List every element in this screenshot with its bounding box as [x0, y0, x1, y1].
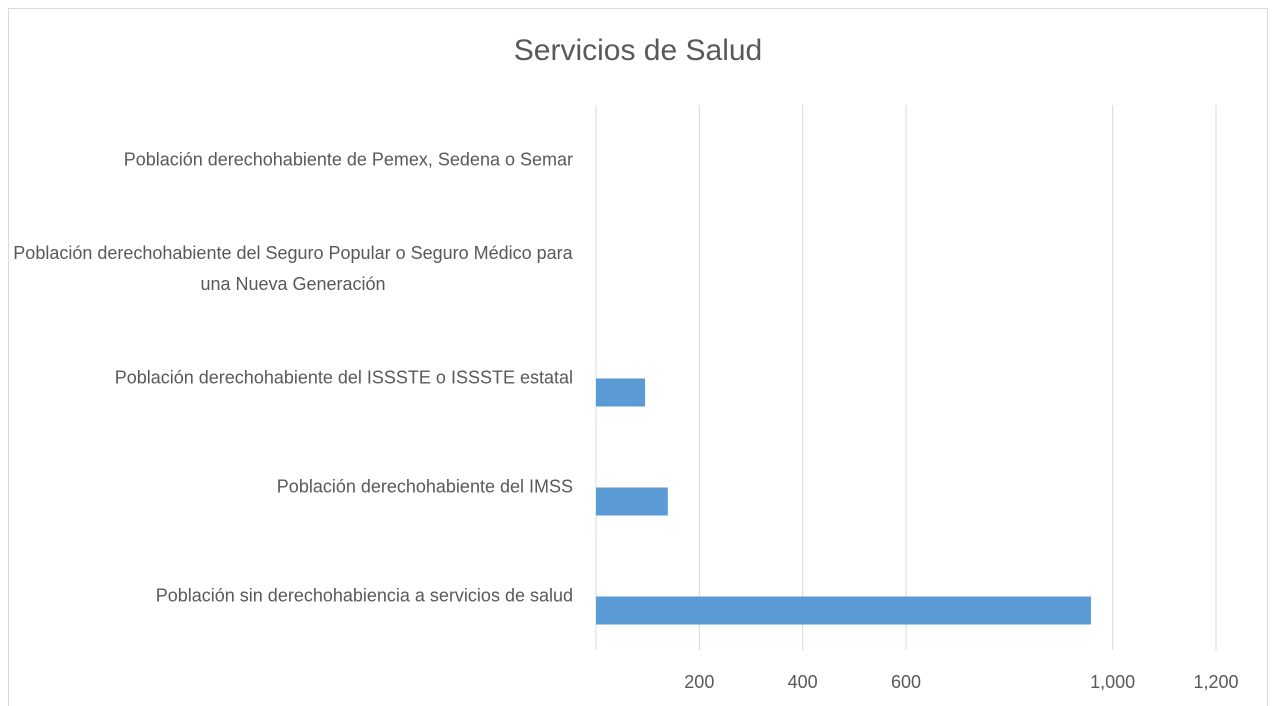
- chart-border: [8, 8, 1268, 706]
- x-tick-label: 1,000: [1090, 672, 1135, 692]
- y-tick-label: Población sin derechohabiencia a servici…: [155, 585, 573, 605]
- y-tick-label: Población derechohabiente del Seguro Pop…: [13, 242, 573, 294]
- bar: [596, 378, 646, 407]
- bar: [596, 596, 1091, 625]
- chart-title: Servicios de Salud: [514, 34, 762, 67]
- y-tick-label: Población derechohabiente del ISSSTE o I…: [114, 367, 573, 387]
- x-tick-label: 400: [788, 672, 818, 692]
- y-tick-label: Población derechohabiente de Pemex, Sede…: [123, 149, 573, 169]
- y-tick-label: Población derechohabiente del IMSS: [276, 476, 573, 496]
- bar: [596, 487, 668, 516]
- x-tick-label: 1,200: [1193, 672, 1238, 692]
- x-tick-label: 600: [891, 672, 921, 692]
- x-tick-label: 200: [684, 672, 714, 692]
